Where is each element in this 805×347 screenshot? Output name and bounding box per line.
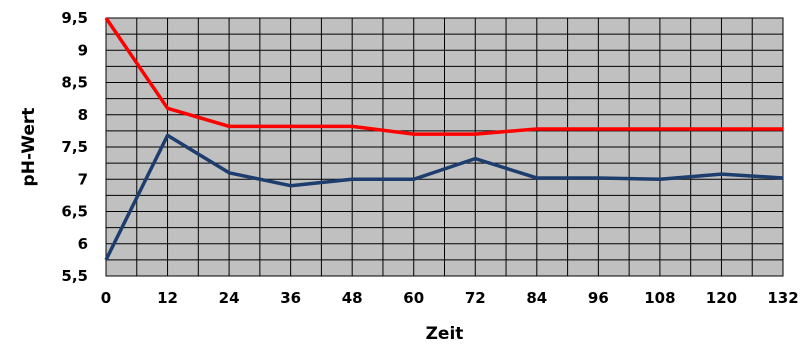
y-tick-label: 6,5 — [61, 203, 88, 221]
y-tick-label: 7 — [78, 170, 88, 188]
y-tick-label: 7,5 — [61, 138, 88, 156]
y-tick-label: 9,5 — [61, 9, 88, 27]
x-tick-label: 12 — [157, 289, 178, 307]
x-tick-label: 108 — [644, 289, 675, 307]
y-tick-labels: 9,5 9 8,5 8 7,5 7 6,5 6 5,5 — [61, 9, 88, 285]
grid-lines — [105, 17, 784, 277]
x-tick-label: 84 — [526, 289, 547, 307]
series-lines — [104, 17, 784, 261]
y-axis-label: pH-Wert — [19, 108, 39, 187]
x-tick-label: 96 — [588, 289, 609, 307]
y-tick-label: 8,5 — [61, 74, 88, 92]
x-tick-labels: 0 12 24 36 48 60 72 84 96 108 120 132 — [101, 289, 799, 307]
y-tick-label: 6 — [78, 235, 88, 253]
x-tick-label: 24 — [219, 289, 240, 307]
x-tick-label: 60 — [403, 289, 424, 307]
x-tick-label: 132 — [767, 289, 798, 307]
series-line-2 — [104, 133, 784, 261]
x-tick-label: 120 — [706, 289, 737, 307]
series-line-1 — [104, 17, 783, 136]
x-tick-label: 48 — [342, 289, 363, 307]
x-tick-label: 0 — [101, 289, 111, 307]
y-tick-label: 5,5 — [61, 267, 88, 285]
y-tick-label: 8 — [78, 106, 88, 124]
x-axis-label: Zeit — [426, 324, 464, 344]
y-tick-label: 9 — [78, 41, 88, 59]
x-tick-label: 36 — [280, 289, 301, 307]
x-tick-label: 72 — [465, 289, 486, 307]
